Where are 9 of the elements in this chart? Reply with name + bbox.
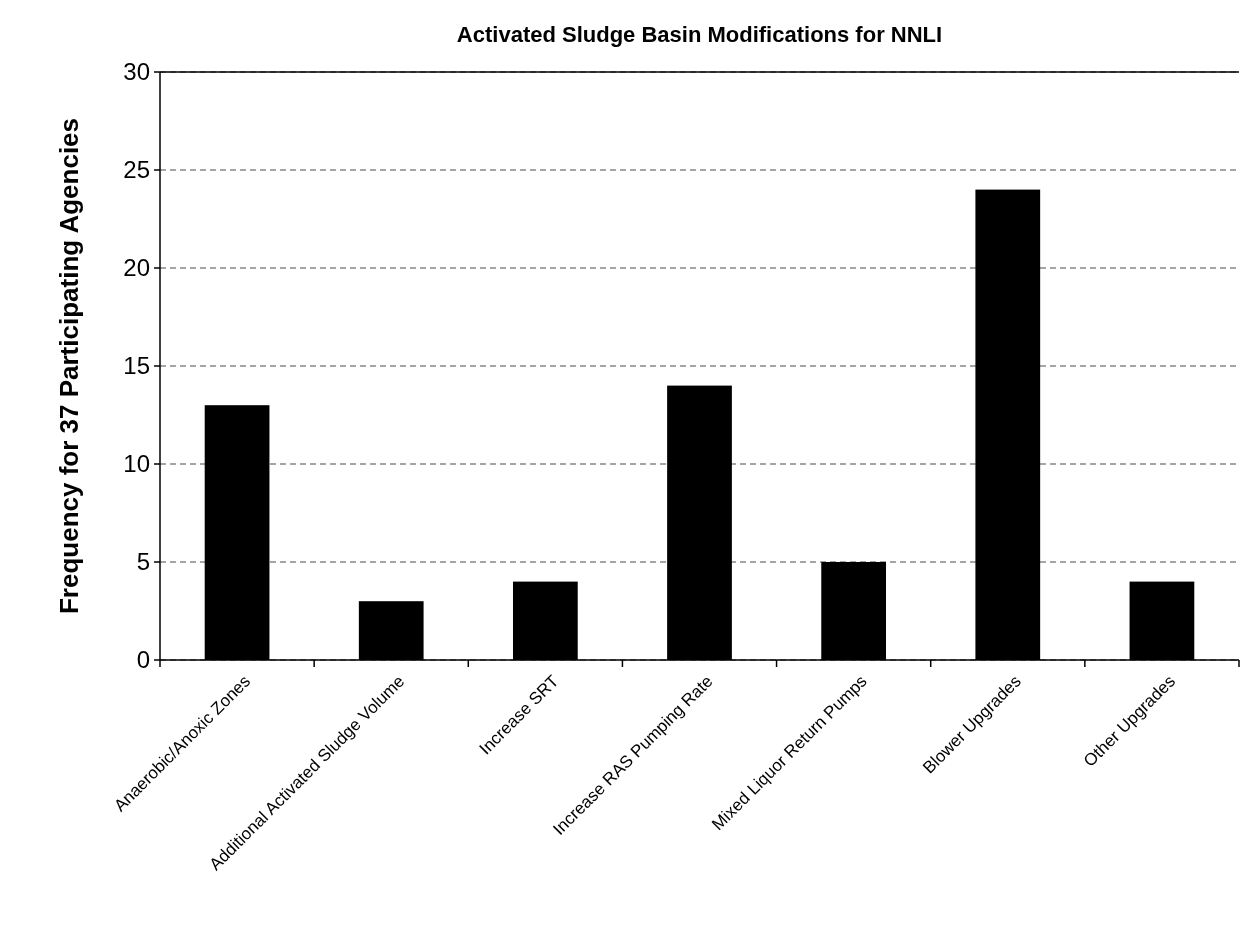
y-tick-label: 10 bbox=[123, 450, 150, 478]
y-tick-label: 30 bbox=[123, 58, 150, 86]
y-tick-label: 25 bbox=[123, 156, 150, 184]
y-tick-label: 0 bbox=[136, 646, 150, 674]
y-tick-label: 20 bbox=[123, 254, 150, 282]
y-axis-title: Frequency for 37 Participating Agencies bbox=[54, 117, 84, 615]
y-tick-label: 15 bbox=[123, 352, 150, 380]
y-tick-label: 5 bbox=[136, 548, 150, 576]
chart-title: Activated Sludge Basin Modifications for NNLI bbox=[456, 22, 943, 47]
